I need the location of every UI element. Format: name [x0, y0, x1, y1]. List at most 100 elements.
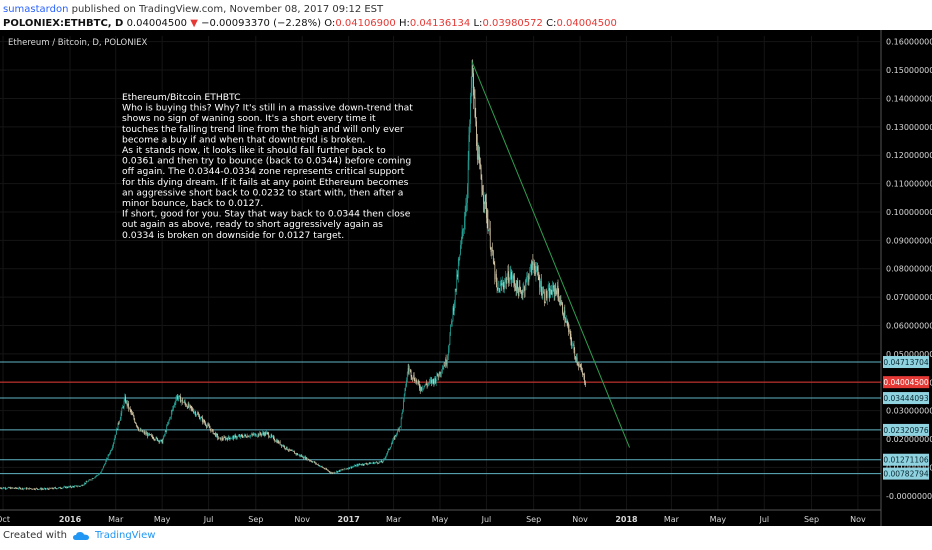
candle-body	[431, 379, 432, 383]
candle-body	[194, 412, 196, 413]
candle-body	[349, 467, 350, 469]
candle-body	[326, 469, 328, 471]
candle-body	[339, 470, 340, 472]
candle-body	[218, 438, 219, 439]
down-arrow-icon: ▼	[190, 18, 198, 29]
candle-body	[557, 285, 559, 294]
candle-body	[49, 487, 50, 490]
candle-body	[63, 486, 65, 488]
falling-trend-line[interactable]	[471, 61, 631, 448]
candle-body	[434, 378, 436, 384]
candle-body	[228, 436, 229, 440]
candle-body	[419, 388, 421, 391]
candle-body	[375, 461, 377, 463]
candle-series[interactable]	[0, 59, 586, 491]
candle-body	[152, 437, 154, 439]
candle-body	[273, 436, 275, 441]
candle-body	[511, 271, 512, 280]
x-tick-label: Nov	[572, 515, 588, 524]
candle-body	[1, 488, 2, 489]
candle-body	[267, 432, 269, 434]
candle-body	[473, 73, 474, 96]
candle-body	[15, 487, 17, 489]
price-chart[interactable]: 0.16000000 0.15000000 0.14000000 0.13000000…	[0, 30, 932, 526]
candle-body	[472, 65, 474, 74]
candle-body	[190, 406, 192, 409]
candle-body	[259, 432, 261, 435]
candle-body	[46, 488, 47, 490]
candle-body	[247, 435, 248, 438]
candle-body	[435, 379, 437, 383]
candle-body	[75, 485, 77, 487]
candle-body	[87, 480, 89, 482]
x-tick-label: Mar	[664, 515, 680, 524]
candle-body	[321, 466, 323, 467]
candle-body	[566, 321, 567, 323]
candle-body	[266, 432, 267, 435]
candle-body	[381, 462, 383, 463]
candle-body	[451, 320, 453, 322]
candle-body	[412, 377, 413, 379]
publisher-name[interactable]: sumastardon	[3, 4, 69, 15]
analysis-annotation[interactable]: Ethereum/Bitcoin ETHBTC Who is buying thi…	[122, 92, 413, 241]
candle-body	[3, 487, 5, 489]
candle-body	[233, 436, 235, 439]
candle-body	[125, 396, 126, 403]
candle-body	[90, 479, 91, 481]
level-price-label: 0.01271106	[883, 456, 929, 465]
candle-body	[491, 249, 493, 252]
candle-body	[449, 334, 451, 345]
x-tick-label: May	[710, 515, 727, 524]
candle-body	[144, 431, 145, 434]
tradingview-brand[interactable]: TradingView	[94, 530, 156, 541]
candle-body	[38, 489, 40, 490]
candle-body	[336, 471, 338, 473]
candle-body	[264, 432, 266, 436]
annotation-line: 0.0334 is broken on downside for 0.0127 …	[122, 230, 344, 241]
candle-body	[358, 464, 359, 466]
candle-body	[330, 472, 331, 473]
symbol-label: POLONIEX:ETHBTC, D	[3, 18, 124, 29]
candle-body	[208, 425, 210, 428]
candle-body	[266, 432, 268, 433]
candle-body	[269, 437, 271, 438]
candle-body	[438, 371, 440, 377]
candle-body	[55, 487, 56, 489]
candle-body	[533, 263, 534, 265]
candle-body	[113, 439, 115, 443]
candle-body	[413, 375, 415, 381]
candle-body	[551, 293, 553, 295]
candle-body	[467, 160, 469, 187]
candle-body	[428, 383, 429, 384]
candle-body	[408, 368, 410, 371]
candle-body	[385, 455, 387, 458]
candle-body	[30, 488, 31, 489]
candle-body	[82, 485, 84, 486]
candle-body	[177, 397, 179, 400]
candle-body	[407, 368, 409, 373]
candle-body	[583, 374, 585, 376]
candle-body	[240, 435, 242, 436]
candle-body	[466, 202, 467, 207]
candle-body	[280, 444, 282, 446]
candle-body	[527, 275, 529, 282]
candle-body	[353, 466, 355, 467]
candle-body	[212, 429, 213, 431]
candle-body	[523, 286, 525, 291]
candle-body	[566, 321, 568, 324]
candle-body	[333, 472, 334, 474]
candle-body	[210, 428, 212, 432]
candle-body	[582, 374, 584, 375]
candle-body	[437, 373, 439, 376]
candle-body	[138, 430, 140, 432]
candle-body	[409, 369, 411, 371]
candle-body	[483, 194, 484, 202]
chart-canvas[interactable]: 0.16000000 0.15000000 0.14000000 0.13000000…	[0, 30, 932, 526]
candle-body	[443, 365, 445, 368]
candle-body	[460, 239, 462, 246]
candle-body	[382, 460, 384, 463]
candle-body	[161, 439, 162, 441]
candle-body	[571, 340, 573, 346]
candle-body	[549, 288, 550, 298]
candle-body	[21, 487, 23, 489]
